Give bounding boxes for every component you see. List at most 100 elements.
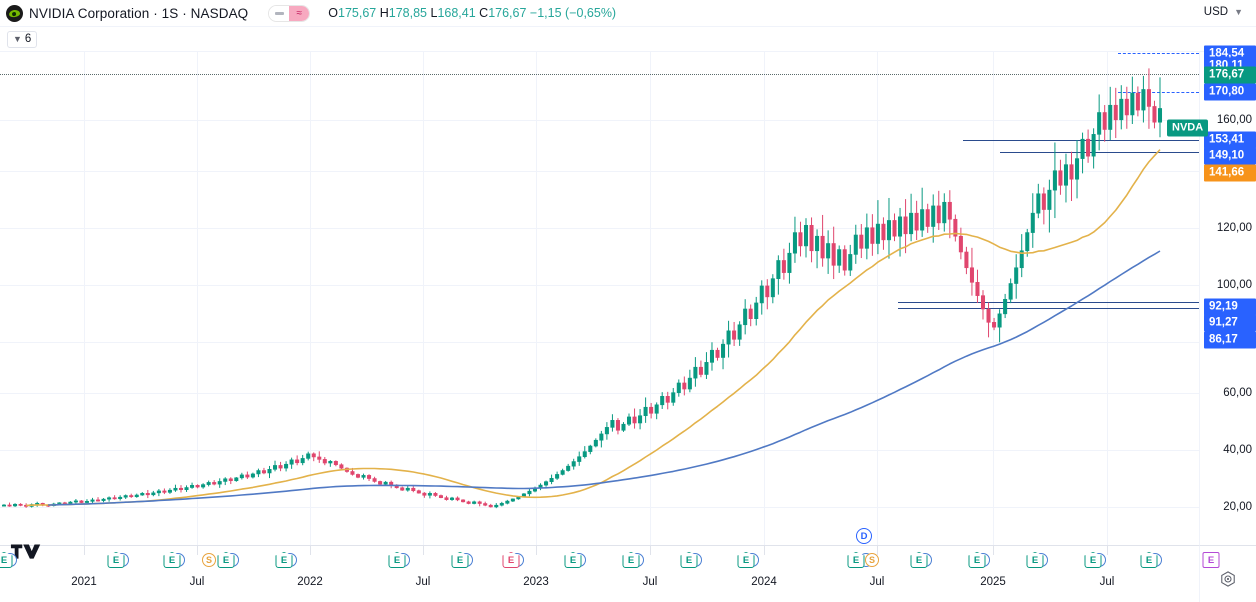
gridline-v [877,52,878,545]
split-marker[interactable]: S [202,553,216,567]
earnings-marker[interactable]: E [388,552,406,568]
time-label-jul-2022: Jul [415,576,431,588]
ohlc-open-label: O [328,6,339,20]
earnings-marker[interactable]: E [1026,552,1044,568]
ohlc-low-label: L [430,6,438,20]
ohlc-open-value: 175,67 [338,6,377,20]
time-label-2024: 2024 [751,576,777,588]
gridline-v [1107,52,1108,545]
earnings-marker[interactable]: E [737,552,755,568]
earnings-marker[interactable]: E [163,552,181,568]
price-badge-91[interactable]: 91,27 [1204,314,1256,332]
time-label-jul-2021: Jul [189,576,205,588]
gridline-h [0,120,1199,121]
gridline-h [0,507,1199,508]
price-badge-170[interactable]: 170,80 [1204,83,1256,101]
earnings-marker[interactable]: E [107,552,125,568]
gridline-v [650,52,651,545]
time-scale[interactable]: 2021 Jul 2022 Jul 2023 Jul 2024 Jul 2025… [0,528,1199,602]
earnings-marker[interactable]: E [217,552,235,568]
ohlc-values: O175,67 H178,85 L168,41 C176,67 −1,15 (−… [328,6,616,20]
time-gridline [650,546,651,555]
support-line-91 [898,308,1199,309]
earnings-marker[interactable]: E [275,552,293,568]
gridline-h [0,171,1199,172]
price-tick: 100,00 [1216,279,1252,291]
chevron-down-icon: ▼ [1234,7,1243,17]
price-scale[interactable]: 160,00 120,00 100,00 60,00 40,00 20,00 0… [1199,45,1256,557]
price-badge-92[interactable]: 92,19 [1204,298,1256,316]
time-label-jul-2024: Jul [869,576,885,588]
gridline-h [0,228,1199,229]
time-gridline [1107,546,1108,555]
time-label-jul-2023: Jul [642,576,658,588]
time-label-2023: 2023 [523,576,549,588]
chevron-down-icon: ▼ [13,34,22,44]
time-label-jul-2025: Jul [1099,576,1115,588]
earnings-marker-upcoming[interactable]: E [1202,552,1220,568]
gridline-v [84,52,85,545]
price-tick: 20,00 [1223,501,1252,513]
ohlc-high-label: H [379,6,389,20]
price-badge-153[interactable]: 153,41 [1204,131,1256,149]
earnings-marker[interactable]: E [968,552,986,568]
time-label-2025: 2025 [980,576,1006,588]
interval-value: 6 [24,33,32,45]
ohlc-change-pct: (−0,65%) [565,6,617,20]
time-gridline [536,546,537,555]
resistance-line-149 [1000,152,1199,153]
price-tick: 60,00 [1223,387,1252,399]
split-marker[interactable]: S [865,553,879,567]
resistance-dashed-184 [1118,53,1199,54]
ohlc-high-value: 178,85 [388,6,427,20]
time-gridline [423,546,424,555]
dividend-marker[interactable]: D [856,528,872,544]
time-gridline [877,546,878,555]
current-price-line [0,74,1199,75]
earnings-marker[interactable]: E [680,552,698,568]
gridline-h [0,342,1199,343]
gridline-v [536,52,537,545]
interval-selector[interactable]: ▼ 6 [7,30,38,48]
gridline-v [423,52,424,545]
gridline-h [0,285,1199,286]
crosshair-target-icon[interactable] [1220,571,1236,587]
wave-icon[interactable]: ≈ [289,5,310,21]
ohlc-close-value: 176,67 [488,6,527,20]
earnings-marker[interactable]: E [564,552,582,568]
earnings-marker[interactable]: E [451,552,469,568]
gridline-v [764,52,765,545]
earnings-marker[interactable]: E [910,552,928,568]
earnings-marker-miss[interactable]: E [502,552,520,568]
support-dashed-170 [1118,92,1199,93]
price-tick: 40,00 [1223,444,1252,456]
time-gridline [993,546,994,555]
price-badge-ma-slow-86[interactable]: 86,17 [1204,331,1256,349]
time-gridline [310,546,311,555]
price-series [1,68,1163,509]
time-gridline [764,546,765,555]
chart-style-toggle[interactable]: ≈ [268,4,311,22]
gridline-v [993,52,994,545]
gridline-h [0,450,1199,451]
chart-subtoolbar: ▼ 6 [0,27,1256,52]
symbol-title[interactable]: NVIDIA Corporation · 1S · NASDAQ [29,5,249,21]
earnings-marker[interactable]: E [1140,552,1158,568]
time-gridline [84,546,85,555]
support-line-92 [898,302,1199,303]
price-badge-149[interactable]: 149,10 [1204,147,1256,165]
price-badge-ma-fast-141[interactable]: 141,66 [1204,164,1256,182]
minus-icon[interactable] [269,5,290,21]
chart-plot-area[interactable] [0,52,1199,545]
price-badge-current-176[interactable]: 176,67 [1204,66,1256,84]
tradingview-logo-icon[interactable] [10,542,44,564]
earnings-marker[interactable]: E [1084,552,1102,568]
symbol-price-tag[interactable]: NVDA [1167,119,1209,137]
earnings-marker[interactable]: E [622,552,640,568]
gridline-v [310,52,311,545]
currency-selector[interactable]: USD ▼ [1199,4,1248,20]
earnings-marker[interactable]: E [847,552,865,568]
ohlc-close-label: C [479,6,489,20]
chart-header: NVIDIA Corporation · 1S · NASDAQ ≈ O175,… [0,0,1256,27]
time-label-2021: 2021 [71,576,97,588]
